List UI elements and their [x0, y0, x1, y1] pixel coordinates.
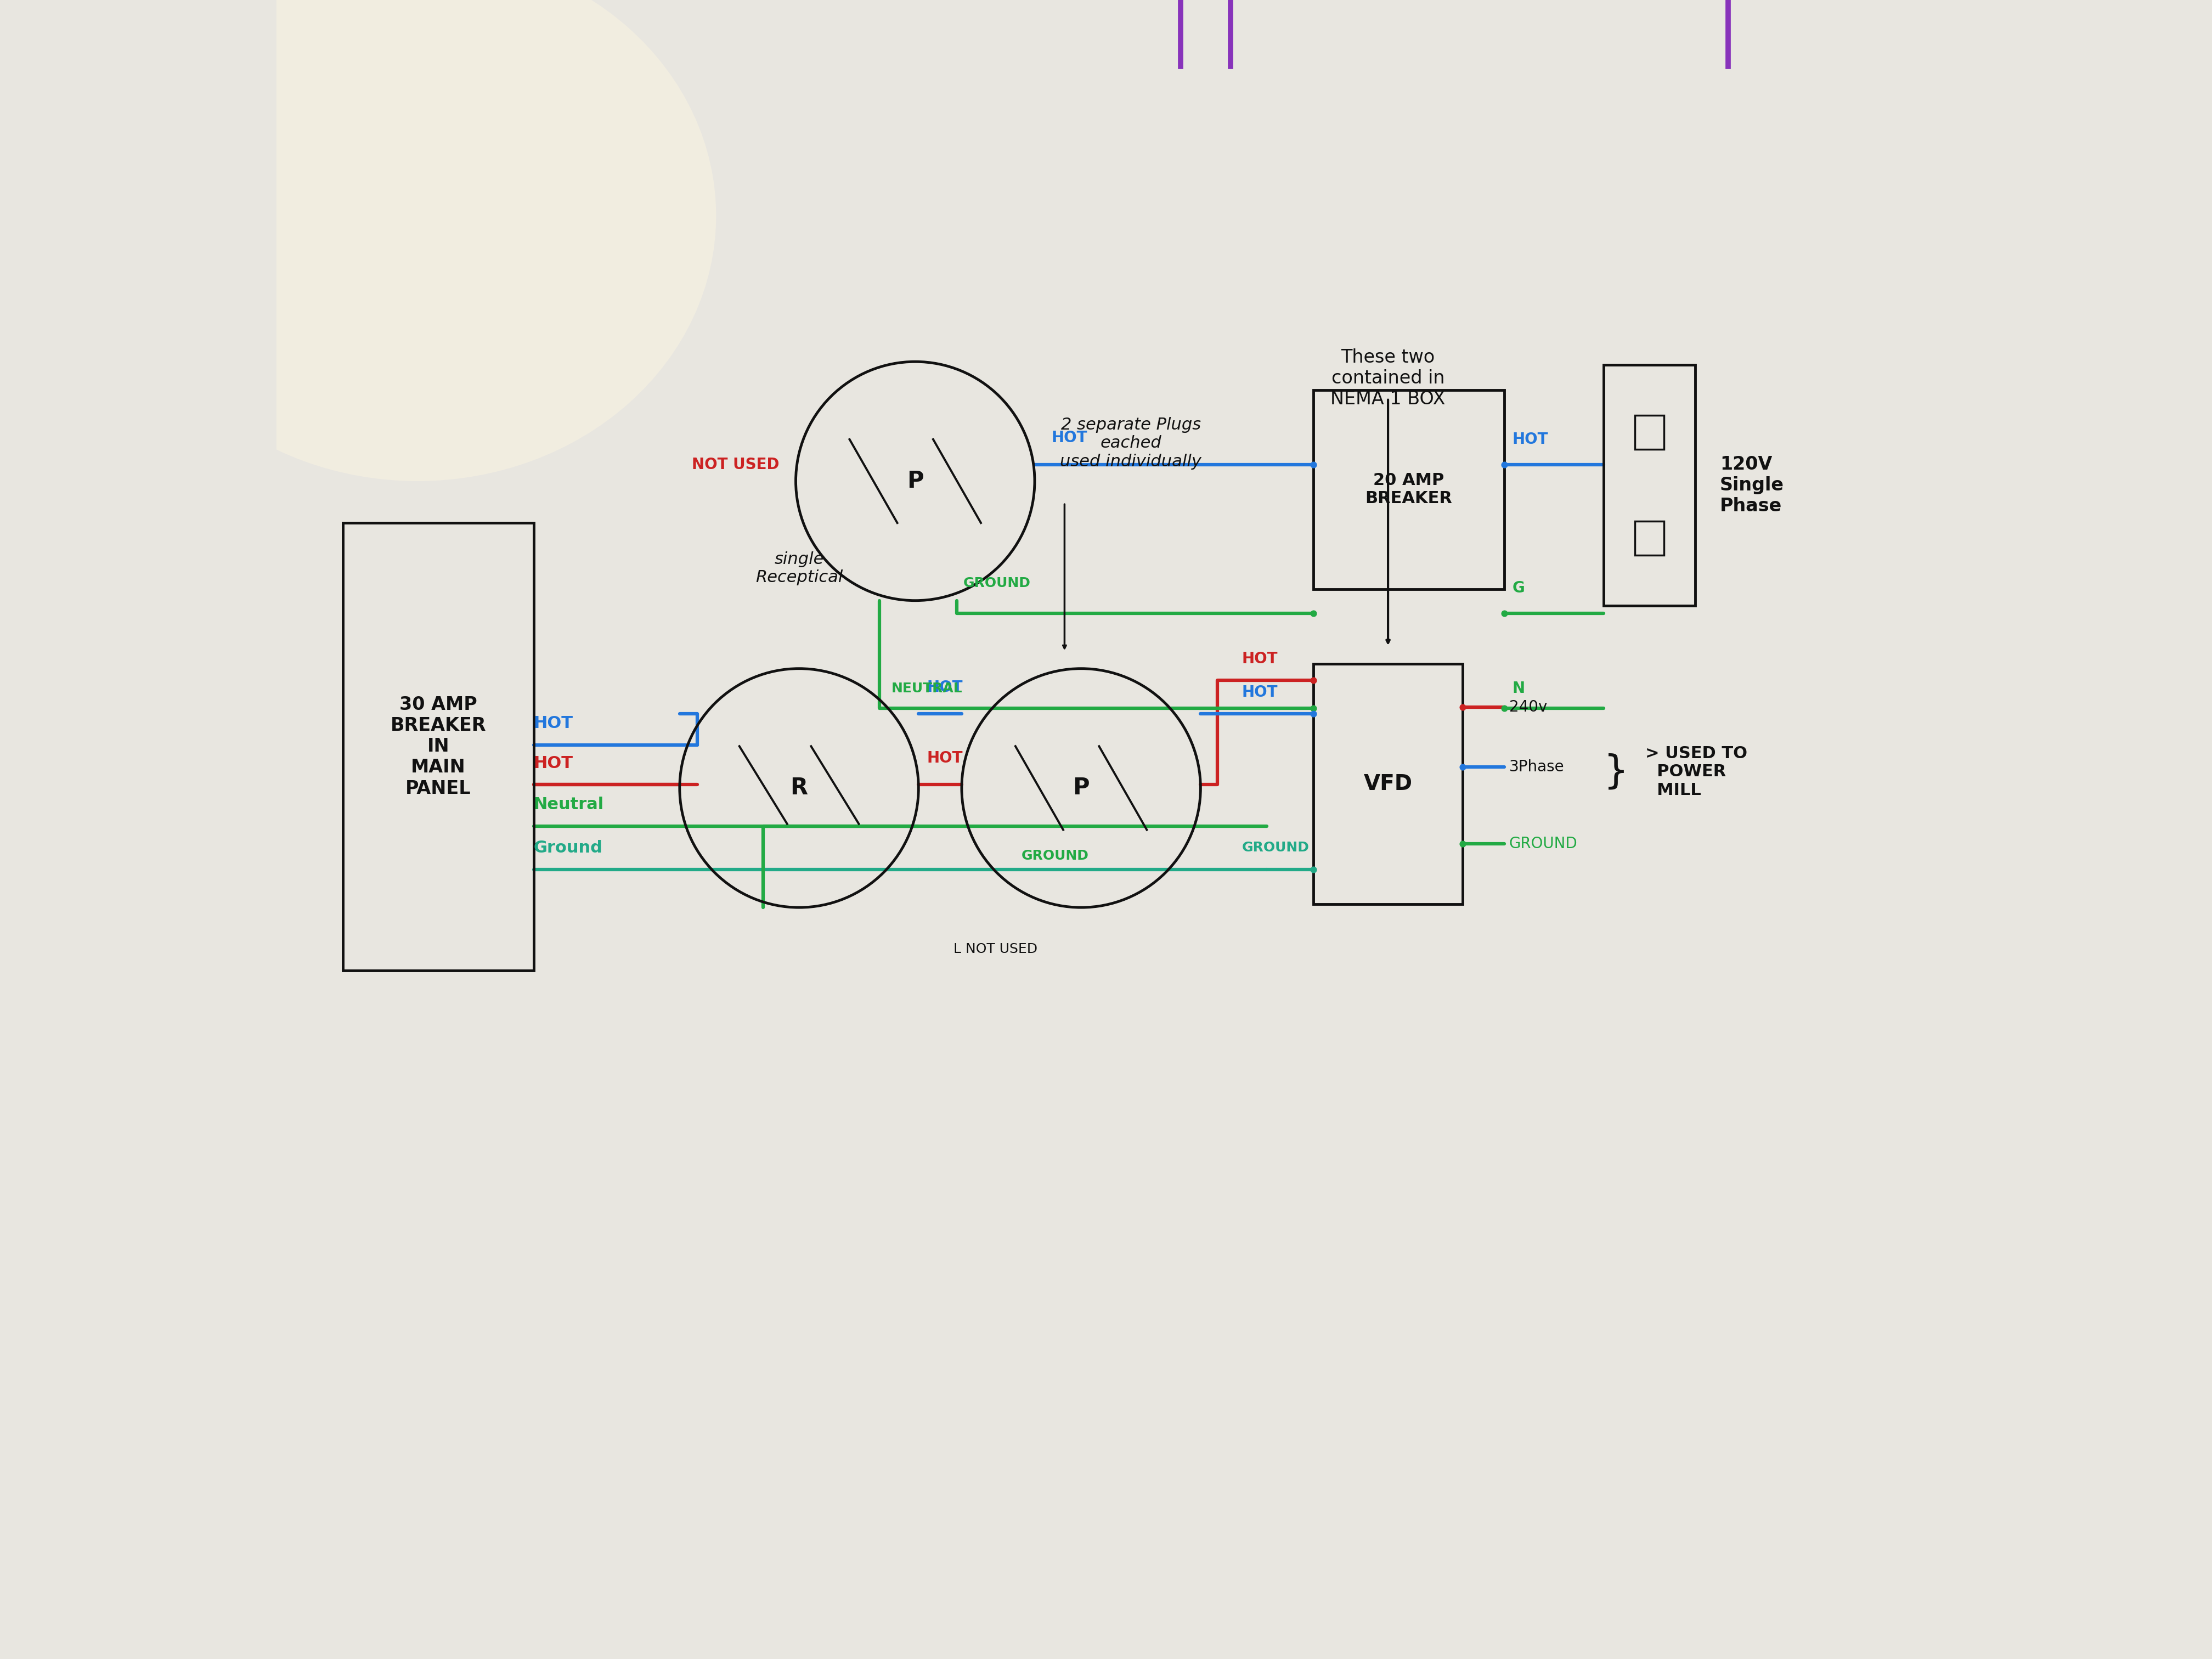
Text: }: }	[1604, 753, 1628, 791]
Text: 2 separate Plugs
eached
used individually: 2 separate Plugs eached used individuall…	[1060, 416, 1201, 469]
Text: HOT: HOT	[1051, 430, 1086, 446]
Text: 20 AMP
BREAKER: 20 AMP BREAKER	[1365, 473, 1453, 506]
Text: G: G	[1513, 581, 1524, 596]
Text: 30 AMP
BREAKER
IN
MAIN
PANEL: 30 AMP BREAKER IN MAIN PANEL	[389, 695, 487, 798]
Point	[1444, 753, 1480, 780]
Text: Ground: Ground	[533, 839, 602, 856]
Point	[1296, 667, 1332, 693]
Text: These two
contained in
NEMA 1 BOX: These two contained in NEMA 1 BOX	[1332, 348, 1444, 408]
Text: HOT: HOT	[533, 715, 573, 732]
Text: HOT: HOT	[927, 680, 962, 695]
Point	[1486, 695, 1522, 722]
Text: GROUND: GROUND	[1022, 849, 1088, 863]
Text: single
Receptical: single Receptical	[754, 551, 843, 586]
Point	[1296, 601, 1332, 627]
Point	[1296, 695, 1332, 722]
Text: 3Phase: 3Phase	[1509, 760, 1564, 775]
Text: NOT USED: NOT USED	[692, 456, 779, 473]
Text: HOT: HOT	[1513, 431, 1548, 448]
Point	[1296, 856, 1332, 883]
Text: > USED TO
  POWER
  MILL: > USED TO POWER MILL	[1646, 745, 1747, 798]
Text: NEUTRAL: NEUTRAL	[891, 682, 962, 695]
Text: L NOT USED: L NOT USED	[953, 942, 1037, 956]
Point	[1296, 451, 1332, 478]
Text: HOT: HOT	[533, 755, 573, 771]
Point	[1444, 831, 1480, 858]
Ellipse shape	[119, 0, 717, 481]
Text: N: N	[1513, 680, 1524, 697]
Text: R: R	[790, 776, 807, 800]
Point	[1486, 601, 1522, 627]
Point	[1486, 451, 1522, 478]
Text: VFD: VFD	[1363, 773, 1413, 795]
Text: HOT: HOT	[1241, 685, 1279, 700]
Text: 240v: 240v	[1509, 698, 1546, 715]
Text: P: P	[1073, 776, 1091, 800]
Text: GROUND: GROUND	[962, 577, 1031, 591]
Text: HOT: HOT	[1241, 652, 1279, 667]
Point	[1444, 693, 1480, 720]
Text: 120V
Single
Phase: 120V Single Phase	[1721, 455, 1785, 516]
Point	[1296, 700, 1332, 727]
Text: GROUND: GROUND	[1509, 836, 1577, 851]
Text: Neutral: Neutral	[533, 796, 604, 813]
Text: HOT: HOT	[927, 750, 962, 766]
Text: GROUND: GROUND	[1241, 841, 1310, 854]
Text: P: P	[907, 469, 925, 493]
